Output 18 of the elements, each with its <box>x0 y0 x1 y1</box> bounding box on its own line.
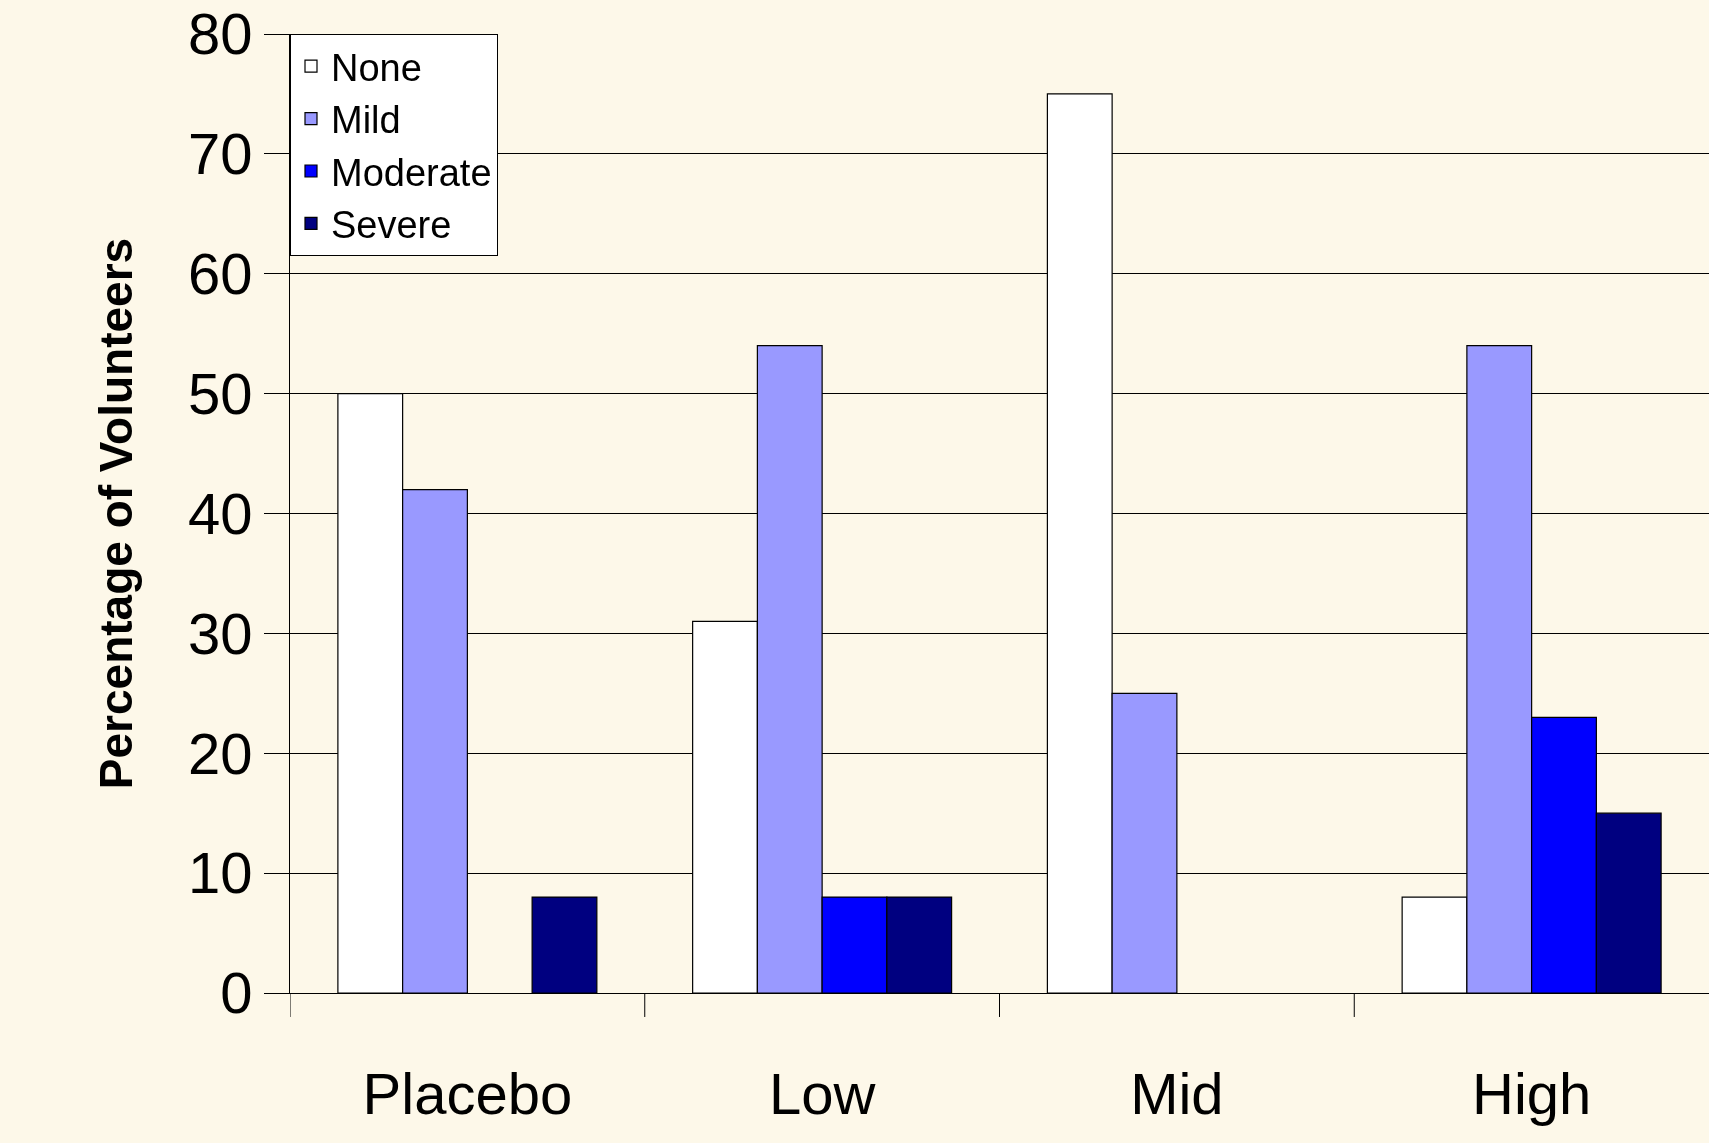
y-tick-label: 40 <box>187 480 253 546</box>
legend-label: Mild <box>331 99 401 142</box>
x-tick-label: Placebo <box>362 1060 573 1126</box>
x-tick-label: Mid <box>1130 1060 1224 1126</box>
legend-label: Moderate <box>331 151 492 194</box>
y-tick-label: 30 <box>187 600 253 666</box>
x-tick-label: High <box>1471 1060 1592 1126</box>
x-tick-label: Low <box>768 1060 877 1126</box>
y-tick-label: 50 <box>187 360 253 426</box>
y-axis-title: Percentage of Volunteers <box>90 237 143 790</box>
y-tick-label: 0 <box>220 960 253 1026</box>
y-tick-label: 10 <box>187 840 253 906</box>
legend-label: None <box>331 47 422 90</box>
y-tick-label: 20 <box>187 720 253 786</box>
y-tick-label: 80 <box>187 1 253 67</box>
legend-label: Severe <box>331 204 452 247</box>
y-tick-label: 70 <box>187 121 253 187</box>
y-tick-label: 60 <box>187 241 253 307</box>
